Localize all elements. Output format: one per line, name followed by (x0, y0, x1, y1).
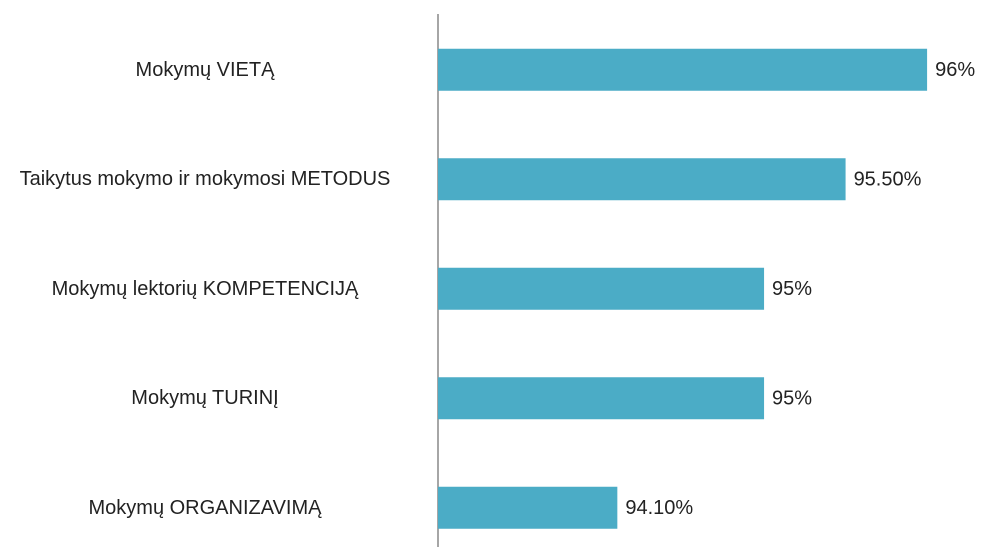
y-tick-label: Mokymų ORGANIZAVIMĄ (88, 496, 322, 519)
bar (438, 267, 765, 310)
bar (438, 377, 765, 420)
y-tick-label: Mokymų lektorių KOMPETENCIJĄ (51, 277, 359, 300)
bar (438, 486, 618, 529)
data-label: 96% (935, 59, 975, 81)
data-label: 95% (772, 388, 812, 410)
data-label: 95.50% (854, 169, 922, 191)
bar (438, 158, 846, 201)
y-tick-label: Mokymų VIETĄ (135, 58, 275, 81)
data-label: 94.10% (625, 497, 693, 519)
y-tick-label: Mokymų TURINĮ (131, 387, 279, 410)
y-tick-label: Taikytus mokymo ir mokymosi METODUS (19, 168, 391, 191)
bar (438, 48, 928, 91)
data-label: 95% (772, 278, 812, 300)
